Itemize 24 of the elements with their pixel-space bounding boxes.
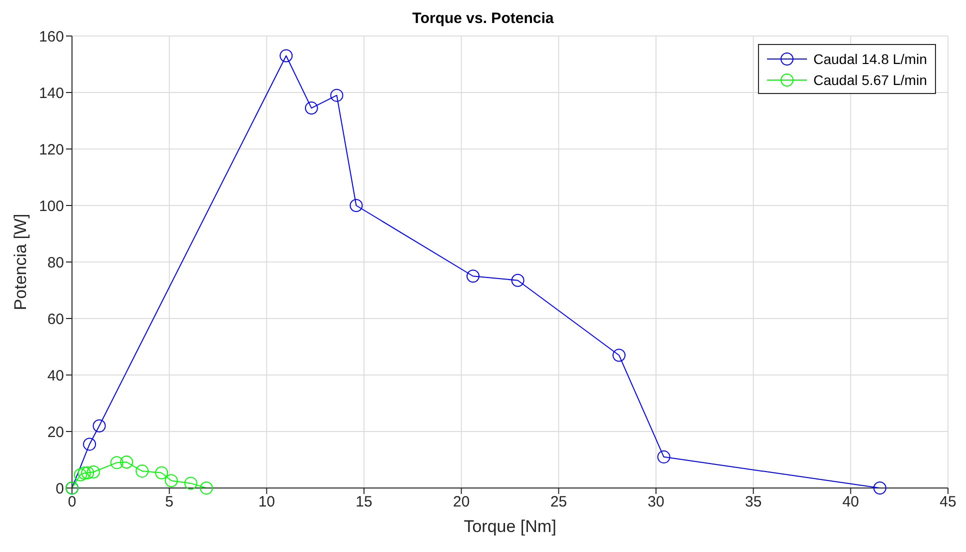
x-axis-title: Torque [Nm] (464, 517, 556, 536)
legend-label: Caudal 14.8 L/min (813, 50, 927, 66)
y-tick-label: 0 (56, 480, 64, 498)
legend-label: Caudal 5.67 L/min (813, 72, 927, 88)
x-tick-label: 25 (550, 494, 568, 511)
x-tick-label: 40 (842, 494, 860, 511)
y-tick-label: 40 (47, 367, 64, 384)
y-tick-label: 60 (47, 310, 64, 328)
y-tick-label: 140 (38, 84, 64, 102)
y-axis-title: Potencia [W] (11, 214, 30, 310)
x-tick-label: 45 (940, 494, 956, 511)
y-tick-label: 100 (38, 198, 64, 215)
chart-title: Torque vs. Potencia (411, 9, 555, 29)
x-tick-label: 30 (648, 494, 664, 511)
x-tick-label: 10 (258, 494, 276, 511)
y-tick-label: 160 (38, 28, 64, 46)
y-tick-label: 120 (38, 141, 64, 158)
x-tick-label: 20 (452, 494, 470, 511)
x-tick-label: 15 (356, 494, 372, 511)
x-tick-label: 35 (744, 494, 762, 511)
y-tick-label: 80 (47, 254, 64, 272)
x-tick-label: 0 (68, 494, 76, 511)
x-tick-label: 5 (165, 494, 174, 511)
y-tick-label: 20 (47, 424, 64, 441)
